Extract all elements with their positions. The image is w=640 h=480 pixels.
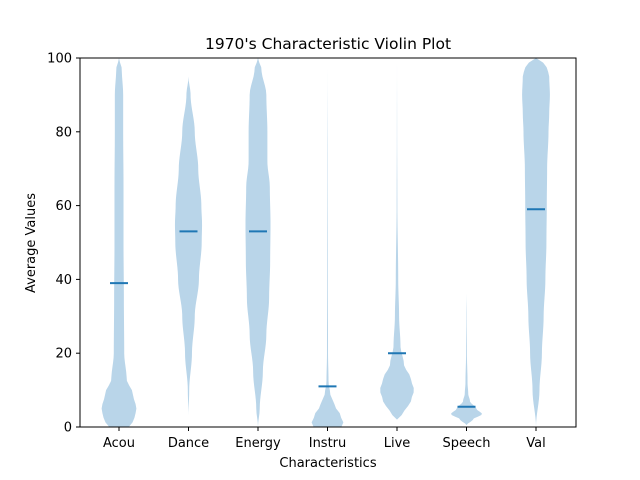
- violin-acou: [101, 58, 137, 427]
- x-axis-title: Characteristics: [279, 456, 376, 471]
- y-tick-label: 40: [55, 273, 72, 288]
- x-tick-label: Speech: [443, 436, 491, 451]
- chart-title: 1970's Characteristic Violin Plot: [205, 35, 451, 53]
- violin-dance: [174, 76, 203, 416]
- x-tick-label: Instru: [309, 436, 347, 451]
- y-tick-label: 60: [55, 199, 72, 214]
- violin-speech: [451, 290, 482, 426]
- violin-energy: [245, 58, 271, 427]
- violin-bodies: [101, 58, 550, 427]
- x-tick-label: Val: [526, 436, 545, 451]
- x-tick-label: Live: [384, 436, 411, 451]
- violin-instru: [311, 58, 344, 427]
- x-axis-ticks: Acou Dance Energy Instru Live Speech Val: [103, 427, 546, 451]
- mean-markers: [110, 208, 545, 408]
- y-tick-label: 100: [47, 52, 72, 67]
- x-tick-label: Acou: [103, 436, 135, 451]
- y-axis-ticks: 0 20 40 60 80 100: [47, 52, 80, 436]
- y-tick-label: 80: [55, 125, 72, 140]
- x-tick-label: Energy: [235, 436, 281, 451]
- violin-live: [380, 58, 414, 420]
- violin-val: [522, 58, 550, 427]
- y-tick-label: 0: [64, 421, 72, 436]
- x-tick-label: Dance: [168, 436, 209, 451]
- y-tick-label: 20: [55, 347, 72, 362]
- y-axis-title: Average Values: [24, 193, 39, 293]
